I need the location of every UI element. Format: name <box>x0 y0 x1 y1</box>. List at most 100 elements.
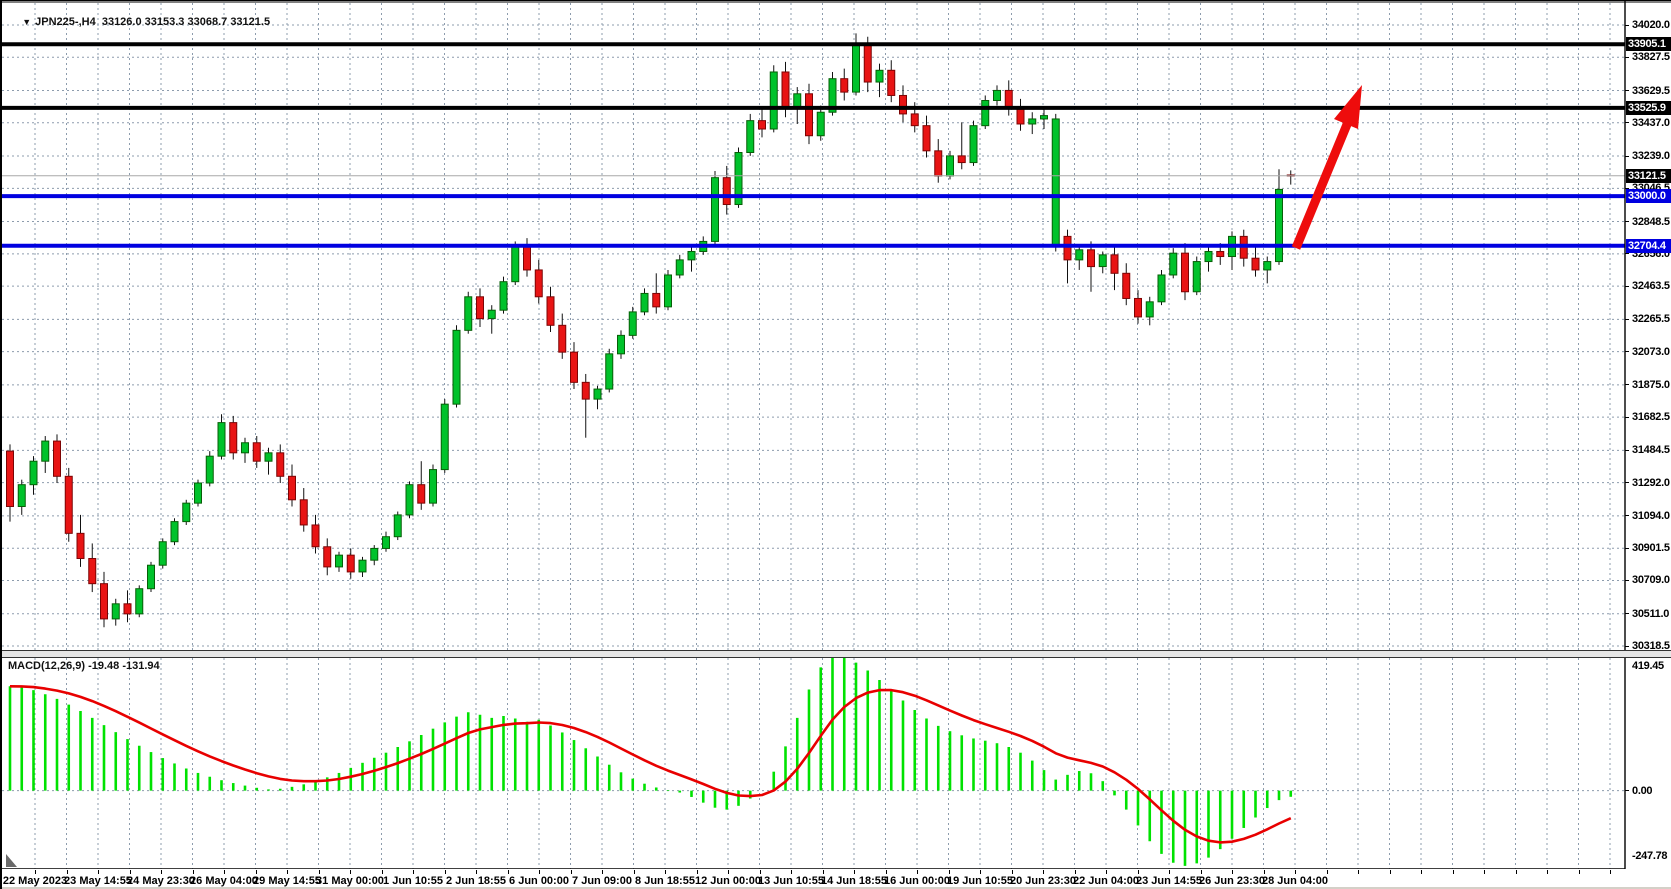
time-tick-mark <box>444 870 446 874</box>
time-tick-mark <box>476 870 477 874</box>
candle-bull <box>194 482 202 504</box>
price-tick-label: 33437.0 <box>1632 116 1670 129</box>
candle-bull <box>687 250 696 261</box>
candle-bear <box>899 94 907 115</box>
candle-bull <box>464 296 473 331</box>
candle-bear <box>910 113 919 127</box>
trend-arrow-shaft[interactable] <box>1291 120 1353 250</box>
candle-bull <box>511 245 520 283</box>
price-tick-mark <box>1625 56 1629 58</box>
time-tick-mark <box>570 870 572 874</box>
candle-bull <box>946 155 954 177</box>
price-tick-mark <box>1625 90 1629 91</box>
macd-zero-tick <box>1625 790 1629 792</box>
time-tick-mark <box>917 870 918 874</box>
time-tick-mark <box>1389 870 1391 874</box>
candle-bear <box>6 450 14 507</box>
time-label: 8 Jun 18:55 <box>635 875 695 887</box>
time-label: 31 May 00:00 <box>316 875 384 887</box>
candle-bull <box>875 69 884 83</box>
hline-price-badge: 33000.0 <box>1626 189 1671 204</box>
time-tick-mark <box>1358 870 1359 874</box>
candle-bull <box>111 603 120 620</box>
candle-bull <box>358 559 367 573</box>
price-axis[interactable]: 34020.033827.533629.533437.033239.033046… <box>1625 1 1671 869</box>
candle-bull <box>393 514 402 538</box>
candle-bear <box>1087 249 1095 268</box>
time-label: 2 Jun 18:55 <box>446 875 506 887</box>
price-tick-label: 32073.0 <box>1632 345 1670 358</box>
time-tick-mark <box>1011 870 1013 874</box>
candle-bull <box>640 292 649 313</box>
price-tick-mark <box>1625 318 1629 320</box>
candle-bull <box>17 484 26 507</box>
candle-bear <box>805 93 813 137</box>
candle-bull <box>617 334 625 355</box>
candle-bear <box>558 324 567 353</box>
macd-indicator-label: MACD(12,26,9) -19.48 -131.94 <box>8 660 160 672</box>
candle-bull <box>746 120 755 154</box>
price-tick-mark <box>1625 613 1629 615</box>
candle-bear <box>1251 257 1260 271</box>
time-label: 24 May 23:30 <box>127 875 195 887</box>
price-tick-mark <box>1625 645 1629 647</box>
candle-bear <box>476 296 484 320</box>
candle-bull <box>993 89 1001 101</box>
time-tick-mark <box>1263 870 1265 874</box>
candle-bull <box>499 281 508 311</box>
candle-bear <box>1016 108 1025 125</box>
time-axis[interactable]: 22 May 2023 23 May 14:55 24 May 23:30 26 Ma… <box>2 869 1671 889</box>
candle-bear <box>1122 272 1131 299</box>
candle-bear <box>76 532 85 560</box>
time-tick-mark <box>1232 870 1233 874</box>
ohlc-close: 33121.5 <box>230 16 271 28</box>
symbol-dropdown-icon[interactable]: ▼ <box>22 17 32 27</box>
macd-zero-label: 0.00 <box>1632 784 1653 797</box>
price-tick-label: 34020.0 <box>1632 19 1670 31</box>
candle-bull <box>593 388 602 400</box>
price-tick-mark <box>1625 122 1629 124</box>
time-tick-mark <box>66 870 68 874</box>
ohlc-open: 33126.0 <box>101 16 142 28</box>
panel-splitter[interactable] <box>2 650 1671 658</box>
price-tick-mark <box>1625 155 1629 157</box>
candle-bull <box>981 99 990 127</box>
candle-bear <box>276 452 285 477</box>
candle-bull <box>170 521 179 543</box>
price-tick-mark <box>1625 221 1629 223</box>
time-tick-mark <box>287 870 288 874</box>
time-label: 29 May 14:55 <box>253 875 321 887</box>
time-tick-mark <box>1484 870 1485 874</box>
scroll-marker <box>6 854 17 867</box>
time-tick-mark <box>633 870 635 874</box>
price-tick-label: 33827.5 <box>1632 51 1670 64</box>
candle-bull <box>147 564 155 590</box>
price-tick-label: 31682.5 <box>1632 411 1670 424</box>
time-tick-mark <box>948 870 950 874</box>
candle-bear <box>922 125 931 152</box>
candle-bear <box>311 524 320 548</box>
time-tick-mark <box>255 870 257 874</box>
candle-bear <box>581 381 590 400</box>
candle-bull <box>1275 188 1283 263</box>
candle-bull <box>41 440 50 462</box>
time-tick-mark <box>98 870 99 874</box>
current-price-badge: 33121.5 <box>1626 168 1671 183</box>
candle-bear <box>863 44 872 83</box>
candle-bear <box>523 245 531 271</box>
candle-bull <box>664 274 672 308</box>
candle-bull <box>382 536 390 549</box>
time-tick-mark <box>381 870 383 874</box>
candle-bull <box>241 442 249 454</box>
candle-bull <box>1040 115 1048 120</box>
candle-bull <box>405 484 414 516</box>
trend-arrow-head[interactable] <box>1334 85 1362 129</box>
time-tick-mark <box>1421 870 1422 874</box>
time-tick-mark <box>161 870 162 874</box>
price-tick-label: 32848.5 <box>1632 215 1670 228</box>
time-tick-mark <box>1106 870 1107 874</box>
price-tick-mark <box>1625 253 1629 255</box>
candle-bear <box>887 69 896 96</box>
candle-bear <box>346 554 355 573</box>
